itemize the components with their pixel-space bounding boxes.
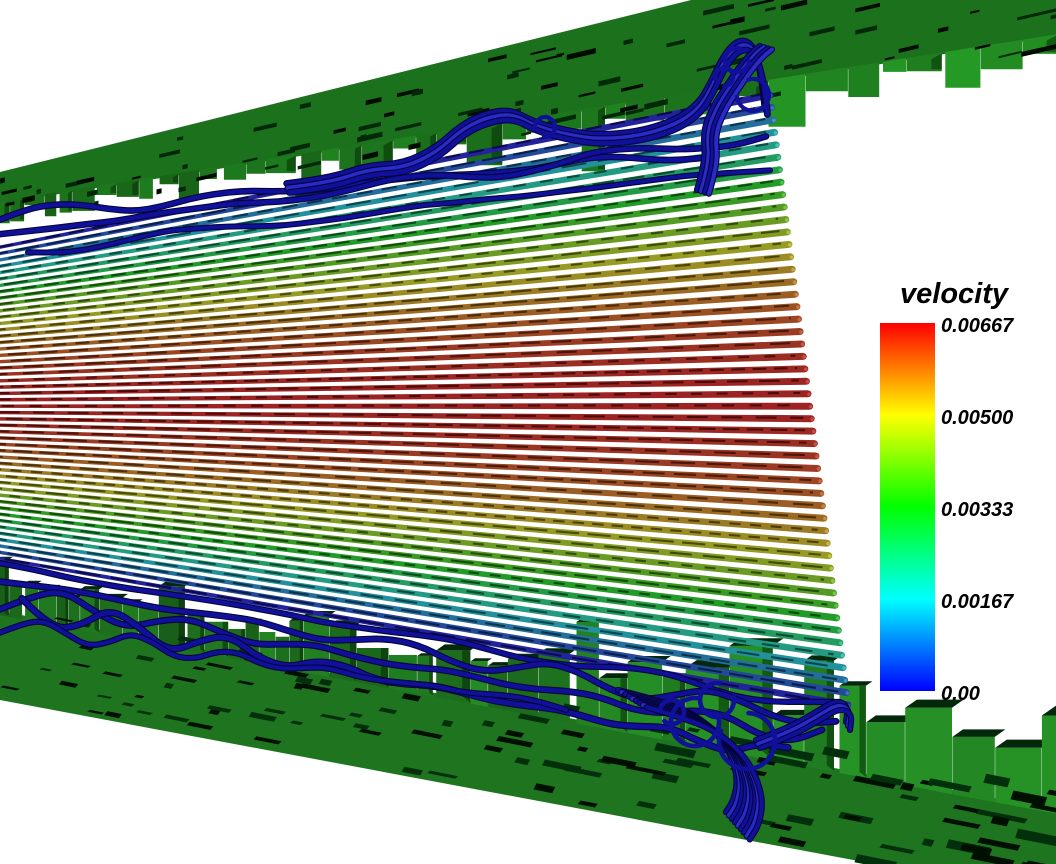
flow-scene-canvas: [0, 0, 1056, 864]
render-viewport[interactable]: velocity 0.00667 0.00500 0.00333 0.00167…: [0, 0, 1056, 864]
